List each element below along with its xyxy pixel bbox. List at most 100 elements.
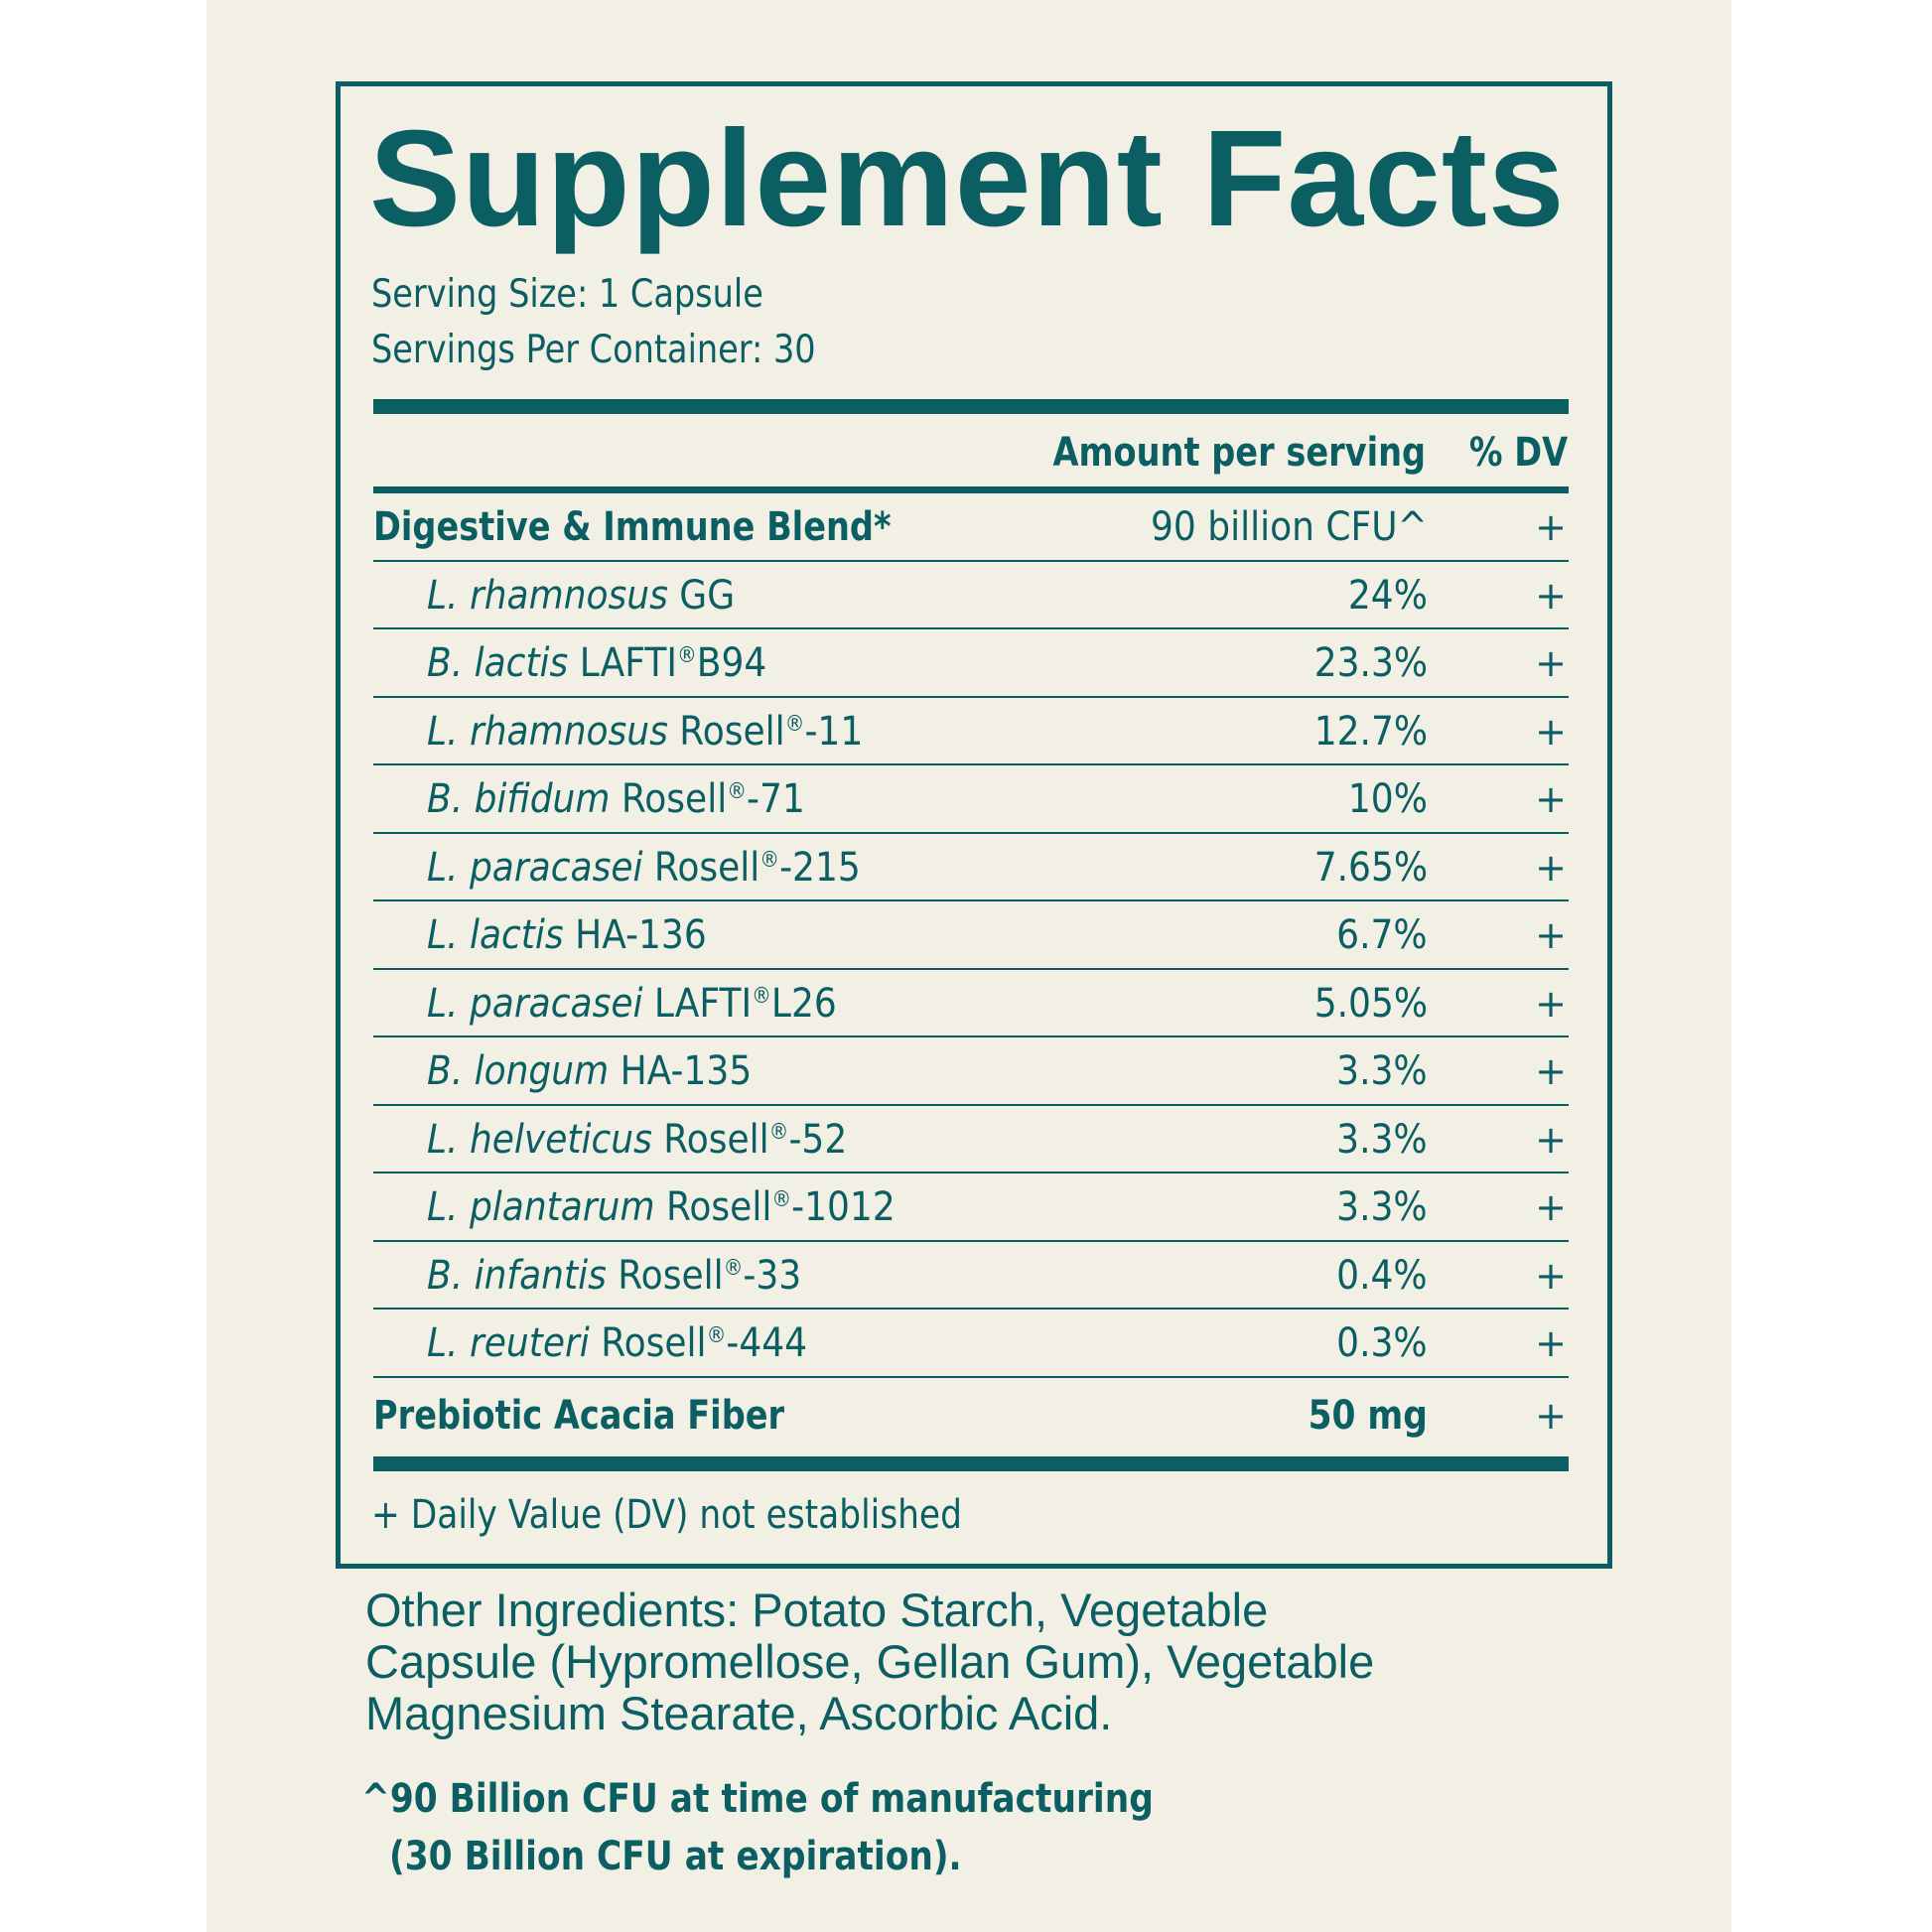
supplement-facts-panel [336, 81, 1612, 1569]
ingredient-name: L. lactis HA-136 [427, 909, 707, 961]
blend-name: Digestive & Immune Blend* [373, 504, 892, 550]
ingredient-amount: 3.3% [1336, 1048, 1428, 1094]
ingredient-amount: 50 mg [1308, 1392, 1428, 1439]
ingredient-name: L. reuteri Rosell®-444 [427, 1311, 807, 1369]
strain-name: Rosell [653, 844, 760, 891]
row-divider [373, 559, 1569, 562]
daily-value-header: % DV [1468, 430, 1568, 476]
ingredient-row-main: Prebiotic Acacia Fiber 50 mg + [373, 1382, 1569, 1449]
ingredient-dv: + [1535, 641, 1567, 685]
species-name: B. bifidum [427, 776, 611, 822]
species-name: B. infantis [427, 1252, 607, 1299]
strain-name: GG [679, 572, 736, 619]
strain-suffix: -71 [747, 776, 805, 822]
amount-per-serving-header: Amount per serving [1052, 430, 1426, 476]
ingredient-dv: + [1535, 505, 1567, 549]
strain-name: Rosell [621, 776, 728, 822]
row-divider [373, 1103, 1569, 1106]
ingredient-amount: 90 billion CFU^ [1151, 504, 1428, 550]
ingredient-row: B. bifidum Rosell®-71 10% + [373, 765, 1569, 833]
species-name: L. rhamnosus [427, 572, 668, 619]
strain-suffix: -11 [804, 708, 864, 755]
species-name: L. rhamnosus [427, 708, 668, 755]
ingredient-amount: 10% [1347, 776, 1428, 822]
species-name: L. paracasei [427, 980, 643, 1027]
ingredient-name: Digestive & Immune Blend* [373, 501, 892, 553]
ingredient-row: L. helveticus Rosell®-52 3.3% + [373, 1106, 1569, 1173]
ingredient-name: Prebiotic Acacia Fiber [373, 1390, 784, 1442]
ingredient-row-main: Digestive & Immune Blend* 90 billion CFU^… [373, 493, 1569, 561]
panel-title: Supplement Facts [369, 102, 1566, 255]
ingredient-dv: + [1535, 845, 1567, 890]
serving-size: Serving Size: 1 Capsule [371, 272, 763, 317]
ingredient-name: B. bifidum Rosell®-71 [427, 766, 805, 825]
ingredient-dv: + [1535, 1117, 1567, 1162]
ingredient-dv: + [1535, 1185, 1567, 1229]
ingredient-name: L. rhamnosus Rosell®-11 [427, 699, 863, 758]
ingredient-name: B. infantis Rosell®-33 [427, 1243, 801, 1302]
row-divider [373, 1308, 1569, 1310]
strain-name: HA-135 [620, 1048, 753, 1094]
strain-suffix: -52 [788, 1116, 848, 1163]
cfu-note-line1: ^90 Billion CFU at time of manufacturing [361, 1776, 1154, 1822]
header-divider [373, 486, 1569, 493]
strain-suffix: -1012 [791, 1184, 896, 1230]
ingredient-row: L. reuteri Rosell®-444 0.3% + [373, 1310, 1569, 1377]
strain-name: LAFTI [653, 980, 753, 1027]
ingredient-dv: + [1535, 913, 1567, 957]
registered-mark: ® [768, 1119, 789, 1145]
species-name: B. longum [427, 1048, 610, 1094]
strain-name: Rosell [665, 1184, 772, 1230]
ingredient-amount: 23.3% [1313, 640, 1428, 686]
ingredient-row: L. lactis HA-136 6.7% + [373, 901, 1569, 969]
ingredient-dv: + [1535, 1321, 1567, 1365]
ingredient-name: L. paracasei Rosell®-215 [427, 835, 861, 894]
row-divider [373, 899, 1569, 901]
thick-divider-bottom [373, 1456, 1569, 1471]
ingredient-name: L. paracasei LAFTI®L26 [427, 971, 837, 1030]
ingredient-amount: 24% [1347, 572, 1428, 619]
ingredient-row: B. lactis LAFTI®B94 23.3% + [373, 629, 1569, 697]
registered-mark: ® [784, 711, 805, 737]
ingredient-name: L. plantarum Rosell®-1012 [427, 1174, 896, 1233]
ingredient-amount: 6.7% [1336, 912, 1428, 958]
other-ingredients: Other Ingredients: Potato Starch, Vegeta… [365, 1585, 1567, 1739]
strain-name: HA-136 [575, 912, 707, 958]
registered-mark: ® [759, 847, 780, 873]
ingredient-amount: 0.4% [1336, 1252, 1428, 1299]
ingredient-row: B. infantis Rosell®-33 0.4% + [373, 1242, 1569, 1310]
species-name: L. helveticus [427, 1116, 652, 1163]
other-ingredients-line: Magnesium Stearate, Ascorbic Acid. [365, 1687, 1113, 1739]
fiber-name: Prebiotic Acacia Fiber [373, 1392, 785, 1439]
ingredient-row: L. plantarum Rosell®-1012 3.3% + [373, 1173, 1569, 1241]
row-divider [373, 763, 1569, 765]
ingredient-dv: + [1535, 1393, 1567, 1438]
registered-mark: ® [706, 1323, 727, 1348]
ingredient-row: L. rhamnosus Rosell®-11 12.7% + [373, 698, 1569, 765]
ingredient-amount: 3.3% [1336, 1184, 1428, 1230]
registered-mark: ® [771, 1187, 792, 1212]
ingredient-dv: + [1535, 709, 1567, 754]
species-name: L. lactis [427, 912, 564, 958]
label-background [207, 0, 1731, 1932]
strain-name: Rosell [663, 1116, 769, 1163]
ingredient-amount: 0.3% [1336, 1320, 1428, 1366]
ingredient-name: B. lactis LAFTI®B94 [427, 630, 766, 689]
thick-divider-top [373, 399, 1569, 414]
ingredient-amount: 7.65% [1313, 844, 1428, 891]
strain-name: LAFTI [579, 640, 677, 686]
row-divider [373, 1035, 1569, 1037]
strain-name: Rosell [601, 1320, 707, 1366]
row-divider [373, 695, 1569, 698]
ingredient-dv: + [1535, 777, 1567, 821]
row-divider [373, 627, 1569, 629]
ingredient-dv: + [1535, 1049, 1567, 1093]
strain-name: Rosell [618, 1252, 724, 1299]
registered-mark: ® [676, 643, 697, 668]
strain-suffix: B94 [696, 640, 767, 686]
species-name: L. reuteri [427, 1320, 590, 1366]
ingredient-amount: 3.3% [1336, 1116, 1428, 1163]
ingredient-name: B. longum HA-135 [427, 1045, 752, 1097]
cfu-note-line2: (30 Billion CFU at expiration). [389, 1834, 962, 1879]
dv-footnote: + Daily Value (DV) not established [371, 1492, 962, 1538]
